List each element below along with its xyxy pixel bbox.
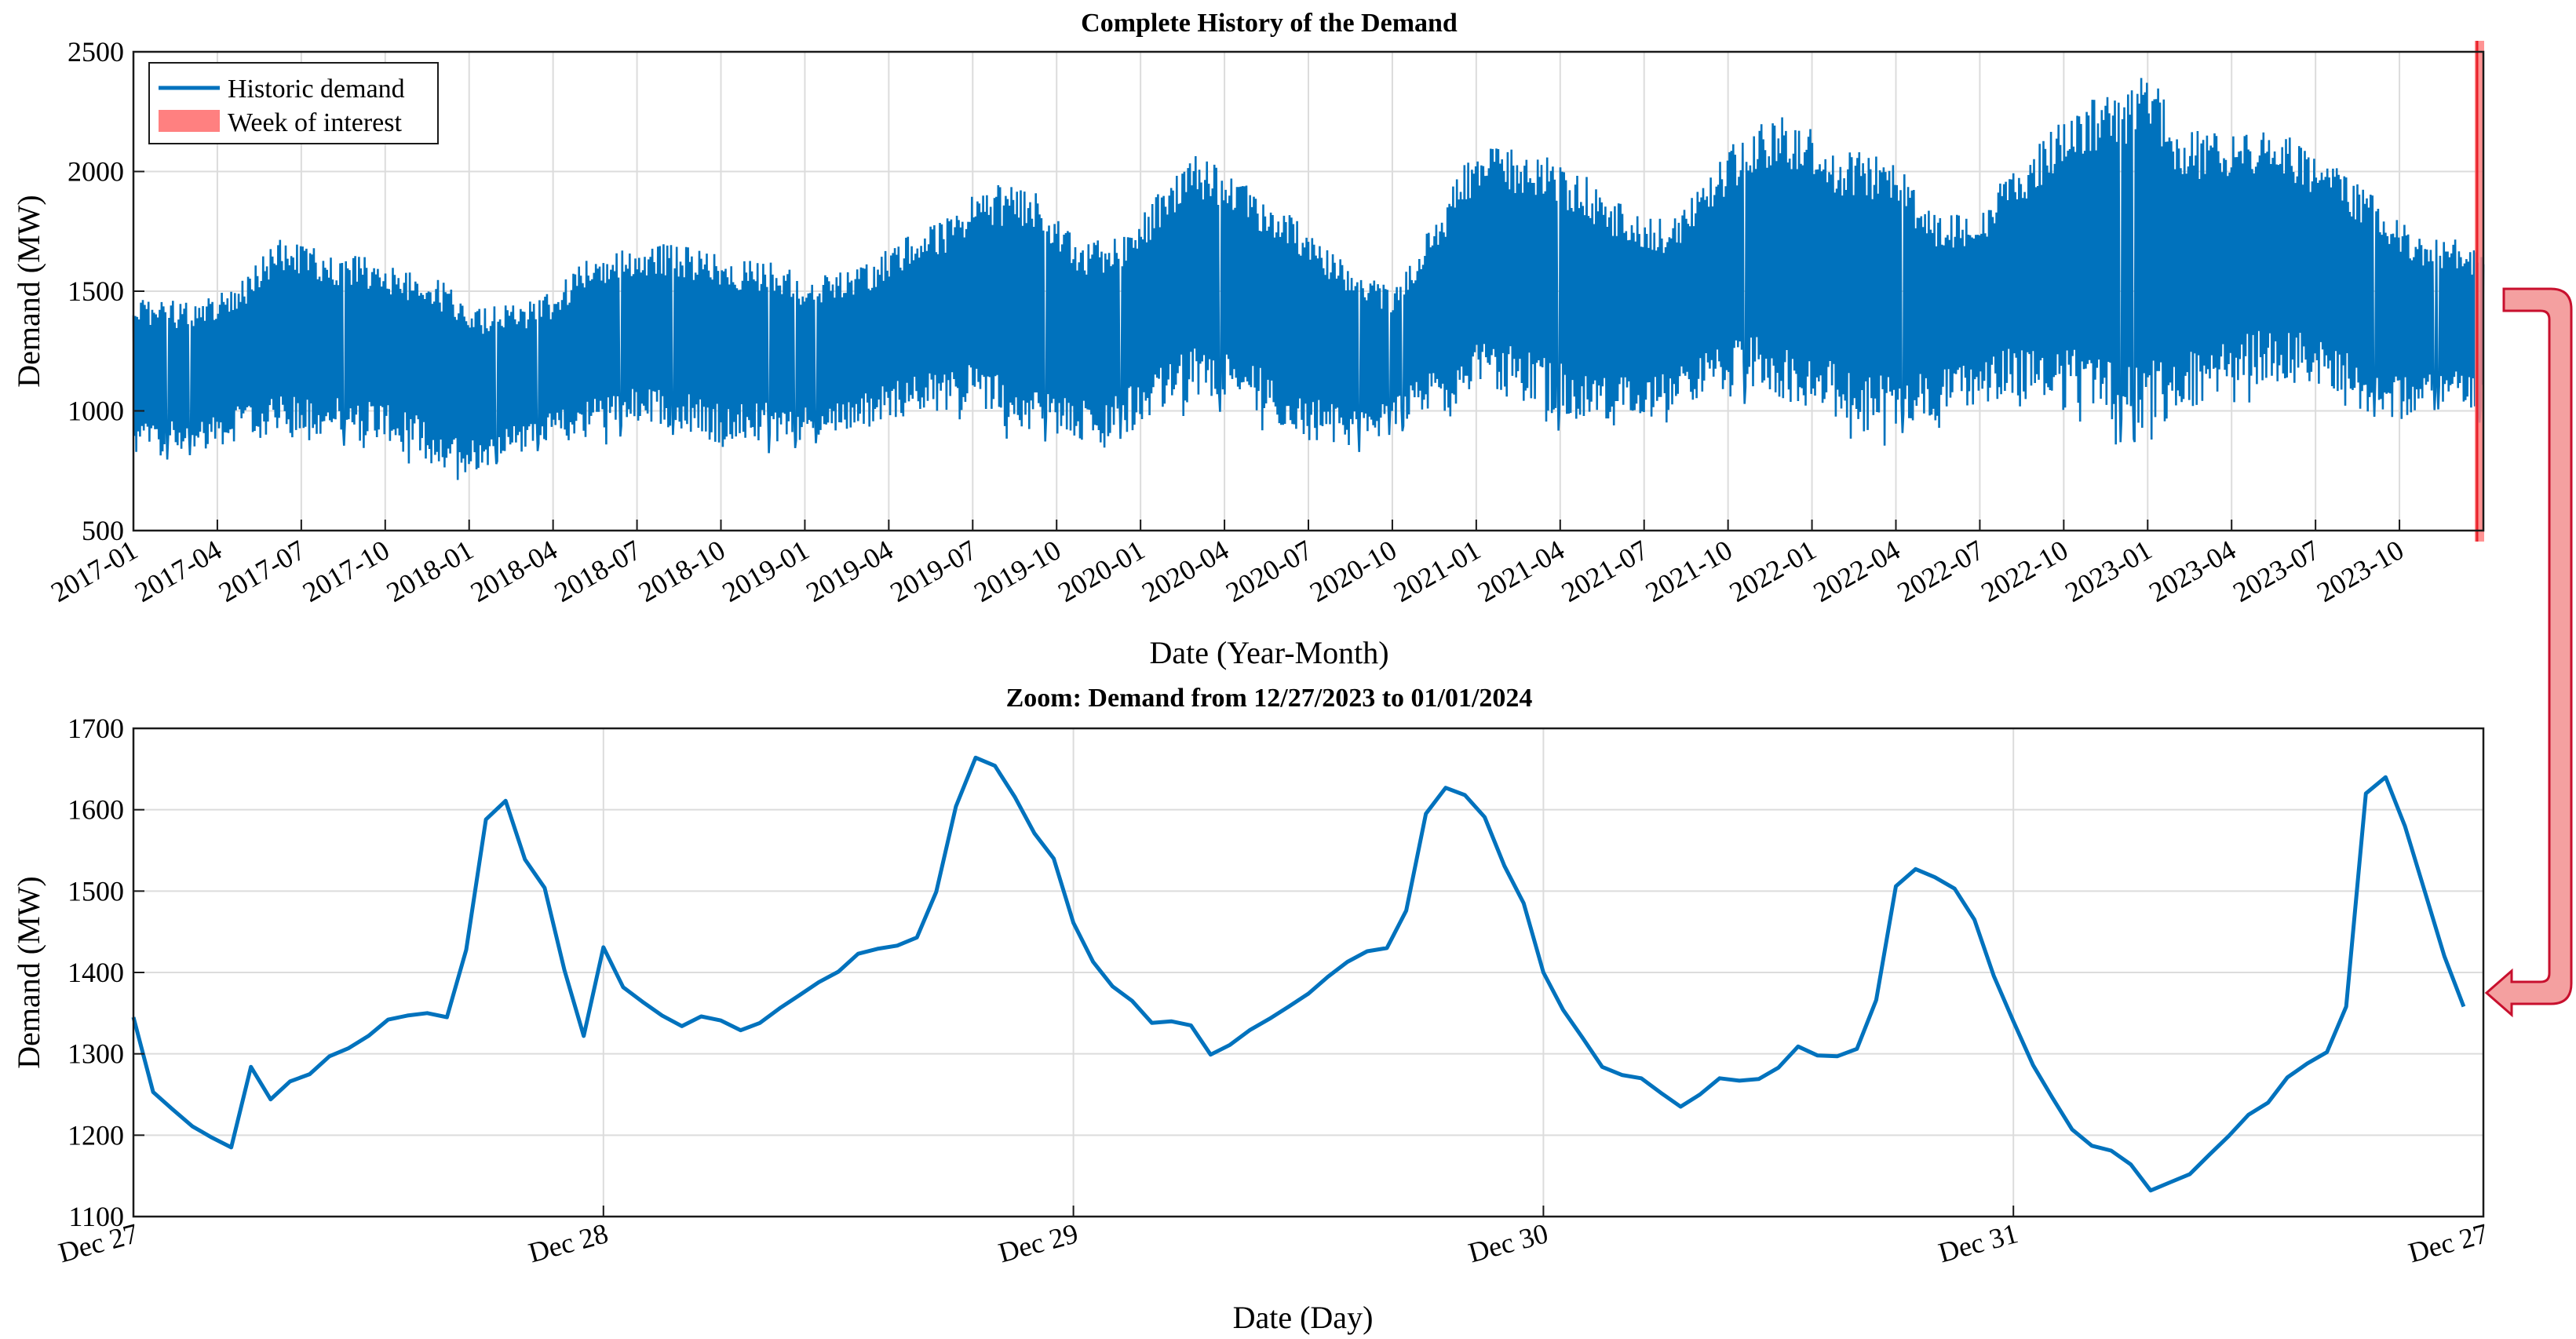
zoom-y-tick-label: 1200	[68, 1119, 124, 1151]
zoom-y-tick-label: 1500	[68, 875, 124, 907]
zoom-connector-arrow	[2484, 287, 2573, 1018]
zoom-series	[131, 755, 2466, 1193]
history-y-tick-label: 1500	[68, 275, 124, 307]
legend: Historic demand Week of interest	[148, 62, 439, 144]
zoom-gridlines	[133, 728, 2484, 1217]
history-x-tick-label: 2017-04	[130, 534, 227, 608]
zoom-chart: Zoom: Demand from 12/27/2023 to 01/01/20…	[11, 684, 2491, 1335]
history-x-tick-label: 2019-07	[885, 534, 982, 608]
history-x-tick-label: 2022-10	[1976, 534, 2073, 608]
history-x-tick-label: 2020-01	[1053, 534, 1150, 608]
history-x-tick-label: 2019-01	[717, 534, 815, 608]
history-x-tick-label: 2020-10	[1304, 534, 1402, 608]
zoom-x-tick-label: Dec 28	[525, 1217, 611, 1268]
history-x-tick-label: 2020-07	[1220, 534, 1318, 608]
zoom-x-tick-label: Dec 27	[2405, 1217, 2491, 1268]
history-x-tick-label: 2019-10	[969, 534, 1066, 608]
history-x-tick-label: 2021-01	[1388, 534, 1486, 608]
legend-week-of-interest-swatch	[159, 110, 220, 132]
zoom-x-axis-label: Date (Day)	[1233, 1300, 1374, 1335]
zoom-y-tick-label: 1300	[68, 1038, 124, 1070]
history-plot-frame	[132, 50, 2485, 532]
history-y-tick-label: 1000	[68, 396, 124, 427]
zoom-x-tick-label: Dec 31	[1935, 1217, 2021, 1268]
history-x-tick-label: 2018-07	[549, 534, 647, 608]
historic-demand-line	[132, 78, 2485, 480]
history-x-tick-label: 2022-01	[1724, 534, 1822, 608]
zoom-y-tick-label: 1600	[68, 794, 124, 826]
zoom-demand-line	[131, 755, 2466, 1193]
zoom-ticks: Dec 27 Dec 28 Dec 29 Dec 30 Dec 31 Dec 271100…	[55, 713, 2491, 1268]
history-x-tick-label: 2022-04	[1808, 534, 1906, 608]
history-y-tick-label: 2000	[68, 156, 124, 188]
legend-historic-demand-label: Historic demand	[228, 75, 405, 104]
history-x-tick-label: 2023-04	[2144, 534, 2241, 608]
history-y-axis-label: Demand (MW)	[11, 195, 46, 387]
history-x-axis-label: Date (Year-Month)	[1149, 635, 1388, 670]
history-x-tick-label: 2019-04	[801, 534, 898, 608]
history-chart-title: Complete History of the Demand	[1081, 9, 1458, 38]
legend-week-of-interest-label: Week of interest	[228, 108, 403, 137]
history-x-tick-label: 2022-07	[1892, 534, 1990, 608]
history-x-tick-label: 2021-04	[1472, 534, 1570, 608]
zoom-chart-title: Zoom: Demand from 12/27/2023 to 01/01/20…	[1006, 684, 1533, 713]
history-x-tick-label: 2018-10	[633, 534, 731, 608]
history-y-tick-label: 2500	[68, 36, 124, 67]
history-series	[132, 41, 2485, 542]
history-x-tick-label: 2017-07	[213, 534, 311, 608]
history-x-tick-label: 2023-01	[2060, 534, 2157, 608]
zoom-y-tick-label: 1100	[68, 1201, 124, 1232]
history-x-tick-label: 2021-07	[1556, 534, 1654, 608]
zoom-x-tick-label: Dec 29	[995, 1217, 1082, 1268]
history-x-tick-label: 2023-07	[2228, 534, 2325, 608]
zoom-x-tick-label: Dec 30	[1465, 1217, 1552, 1268]
history-x-tick-label: 2023-10	[2311, 534, 2409, 608]
history-chart: Complete History of the Demand 2017-0120…	[11, 9, 2485, 670]
zoom-plot-frame	[132, 727, 2485, 1218]
history-x-tick-label: 2018-04	[465, 534, 563, 608]
zoom-y-tick-label: 1400	[68, 957, 124, 988]
history-x-tick-label: 2017-10	[297, 534, 395, 608]
zoom-y-axis-label: Demand (MW)	[11, 876, 46, 1068]
zoom-y-tick-label: 1700	[68, 713, 124, 744]
history-x-tick-label: 2018-01	[381, 534, 479, 608]
history-x-tick-label: 2021-10	[1640, 534, 1738, 608]
history-x-tick-label: 2020-04	[1137, 534, 1234, 608]
history-y-tick-label: 500	[82, 515, 124, 546]
